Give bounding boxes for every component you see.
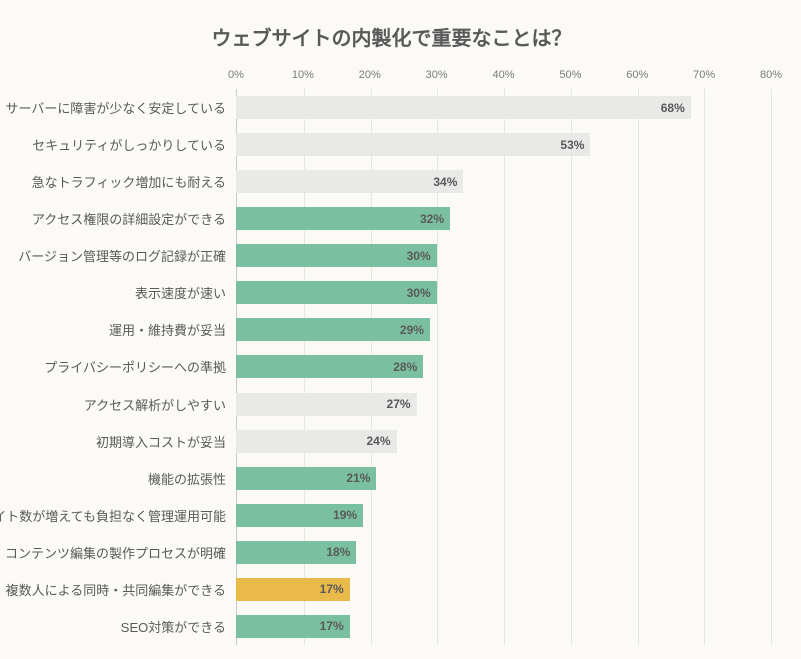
category-label: アクセス権限の詳細設定ができる <box>12 200 236 237</box>
value-label: 34% <box>433 175 457 189</box>
chart-title: ウェブサイトの内製化で重要なことは？ <box>12 22 771 51</box>
value-label: 30% <box>407 249 431 263</box>
bar-row: 28% <box>236 348 771 385</box>
y-axis-labels: サーバーに障害が少なく安定しているセキュリティがしっかりしている急なトラフィック… <box>12 65 236 645</box>
category-label: 運用・維持費が妥当 <box>12 311 236 348</box>
bar: 53% <box>236 133 590 156</box>
category-label: プライバシーポリシーへの準拠 <box>12 348 236 385</box>
bar: 17% <box>236 615 350 638</box>
bar: 19% <box>236 504 363 527</box>
plot-area: サーバーに障害が少なく安定しているセキュリティがしっかりしている急なトラフィック… <box>12 65 771 645</box>
bar-row: 19% <box>236 497 771 534</box>
bar: 68% <box>236 96 691 119</box>
bar: 30% <box>236 244 437 267</box>
category-label: SEO対策ができる <box>12 608 236 645</box>
category-label: 表示速度が速い <box>12 274 236 311</box>
category-label: 機能の拡張性 <box>12 460 236 497</box>
value-label: 30% <box>407 286 431 300</box>
bar: 34% <box>236 170 463 193</box>
x-tick: 40% <box>492 69 514 81</box>
category-label: サイト数が増えても負担なく管理運用可能 <box>12 497 236 534</box>
value-label: 28% <box>393 360 417 374</box>
bars-region: 0%10%20%30%40%50%60%70%80% 68%53%34%32%3… <box>236 65 771 645</box>
bar: 17% <box>236 578 350 601</box>
category-label: 初期導入コストが妥当 <box>12 423 236 460</box>
x-tick: 50% <box>559 69 581 81</box>
bar: 32% <box>236 207 450 230</box>
bar-row: 30% <box>236 274 771 311</box>
bar-row: 17% <box>236 608 771 645</box>
bar-row: 27% <box>236 386 771 423</box>
x-tick: 80% <box>760 69 782 81</box>
value-label: 24% <box>366 434 390 448</box>
value-label: 32% <box>420 212 444 226</box>
bar: 21% <box>236 467 376 490</box>
bar-row: 53% <box>236 126 771 163</box>
value-label: 19% <box>333 508 357 522</box>
bar-row: 24% <box>236 423 771 460</box>
category-label: アクセス解析がしやすい <box>12 386 236 423</box>
value-label: 68% <box>661 101 685 115</box>
category-label: サーバーに障害が少なく安定している <box>12 89 236 126</box>
bar: 28% <box>236 355 423 378</box>
x-axis: 0%10%20%30%40%50%60%70%80% <box>236 65 771 89</box>
bar-row: 68% <box>236 89 771 126</box>
x-tick: 20% <box>359 69 381 81</box>
bar-row: 29% <box>236 311 771 348</box>
x-tick: 10% <box>292 69 314 81</box>
value-label: 27% <box>387 397 411 411</box>
bar: 24% <box>236 430 397 453</box>
x-tick: 30% <box>426 69 448 81</box>
bar-row: 32% <box>236 200 771 237</box>
bar: 30% <box>236 281 437 304</box>
value-label: 29% <box>400 323 424 337</box>
category-label: コンテンツ編集の製作プロセスが明確 <box>12 534 236 571</box>
value-label: 21% <box>346 471 370 485</box>
bar-row: 34% <box>236 163 771 200</box>
value-label: 53% <box>560 138 584 152</box>
bar-row: 21% <box>236 460 771 497</box>
category-label: セキュリティがしっかりしている <box>12 126 236 163</box>
value-label: 18% <box>326 545 350 559</box>
bar: 18% <box>236 541 356 564</box>
category-label: 急なトラフィック増加にも耐える <box>12 163 236 200</box>
value-label: 17% <box>320 582 344 596</box>
bar-row: 30% <box>236 237 771 274</box>
bar-row: 17% <box>236 571 771 608</box>
category-label: バージョン管理等のログ記録が正確 <box>12 237 236 274</box>
x-tick: 70% <box>693 69 715 81</box>
bar: 29% <box>236 318 430 341</box>
x-tick: 60% <box>626 69 648 81</box>
chart-container: ウェブサイトの内製化で重要なことは？ サーバーに障害が少なく安定しているセキュリ… <box>0 0 801 659</box>
x-tick: 0% <box>228 69 244 81</box>
bars: 68% 53% 34% 32% 30% 30% 29% 28% 27% 24% 21% 19% 18% 1… <box>236 89 771 645</box>
value-label: 17% <box>320 619 344 633</box>
bar-row: 18% <box>236 534 771 571</box>
category-label: 複数人による同時・共同編集ができる <box>12 571 236 608</box>
bar: 27% <box>236 393 417 416</box>
